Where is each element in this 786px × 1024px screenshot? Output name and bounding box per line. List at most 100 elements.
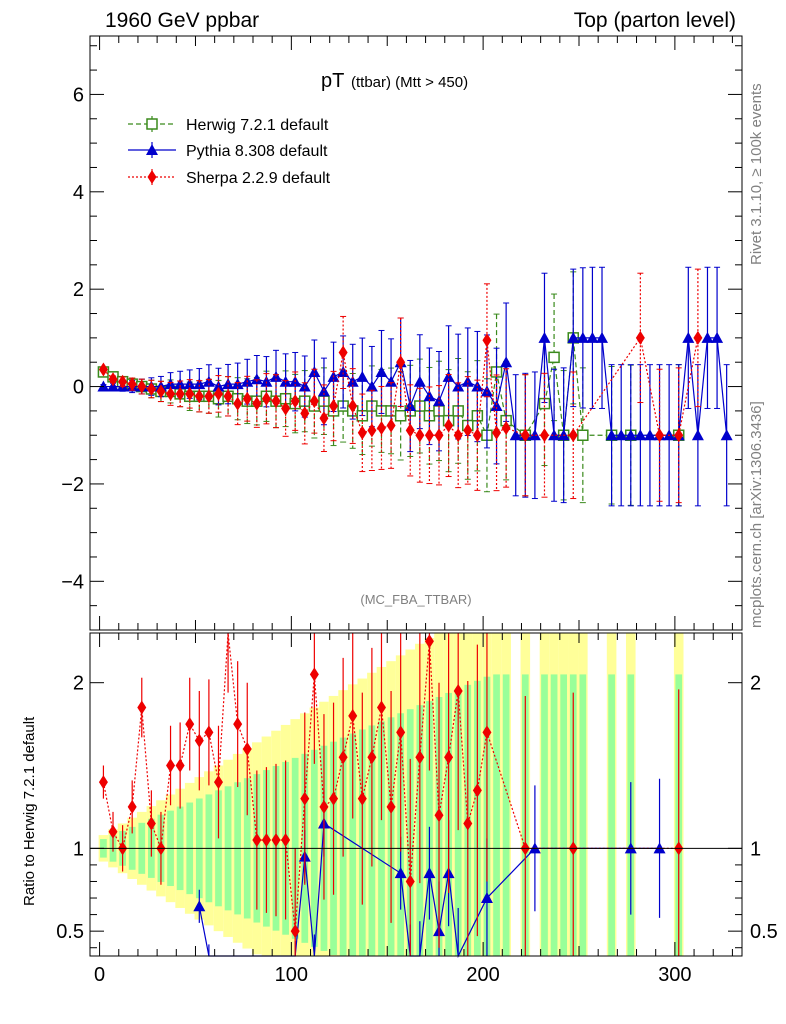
ratio-data-point	[482, 725, 492, 740]
ratio-data-point	[376, 700, 386, 715]
band-green	[493, 674, 500, 956]
ratio-xtick-label: 200	[466, 964, 499, 986]
data-point	[444, 418, 454, 433]
data-point	[185, 386, 195, 401]
main-ytick-label: 2	[73, 279, 84, 301]
ratio-data-point	[394, 867, 407, 879]
data-point	[308, 365, 321, 377]
ratio-data-point	[127, 799, 137, 814]
data-point	[250, 373, 263, 385]
data-point	[433, 395, 446, 407]
data-point	[674, 428, 684, 443]
data-point	[98, 362, 108, 377]
ratio-data-point	[290, 924, 300, 939]
data-point	[222, 378, 235, 390]
ratio-data-point	[137, 700, 147, 715]
mcplots-label: mcplots.cern.ch [arXiv:1306.3436]	[748, 401, 765, 628]
ratio-xtick-label: 100	[275, 964, 308, 986]
data-point	[242, 391, 252, 406]
ratio-xtick-label: 300	[658, 964, 691, 986]
ratio-data-point	[472, 783, 482, 798]
band-green	[579, 674, 587, 956]
data-point	[434, 428, 444, 443]
data-point	[298, 380, 311, 392]
data-point	[252, 396, 262, 411]
data-point	[452, 380, 465, 392]
ratio-ytick-label: 1	[73, 838, 84, 860]
ratio-data-point	[415, 750, 425, 765]
data-point	[501, 420, 511, 435]
data-point	[194, 389, 204, 404]
data-point	[300, 406, 310, 421]
band-green	[378, 721, 385, 956]
data-point	[337, 365, 350, 377]
ratio-data-point	[185, 717, 195, 732]
data-point	[260, 375, 273, 387]
data-point	[548, 429, 561, 441]
ratio-data-point	[338, 750, 348, 765]
ratio-ytick-label: 0.5	[56, 921, 84, 943]
watermark-analysis: (MC_FBA_TTBAR)	[360, 592, 471, 607]
ratio-data-point	[309, 667, 319, 682]
header-left: 1960 GeV ppbar	[105, 9, 259, 32]
ratio-data-point	[204, 725, 214, 740]
data-point	[365, 380, 378, 392]
data-point	[127, 377, 137, 392]
data-point	[472, 428, 482, 443]
rivet-version-label: Rivet 3.1.10, ≥ 100k events	[748, 83, 765, 265]
data-point	[490, 400, 503, 412]
data-point	[528, 429, 541, 441]
data-point	[509, 429, 522, 441]
data-point	[701, 331, 714, 343]
main-ytick-label: 0	[73, 377, 84, 399]
data-point	[156, 384, 166, 399]
data-point	[290, 394, 300, 409]
data-point	[212, 380, 225, 392]
data-point	[520, 428, 530, 443]
ratio-data-point	[405, 874, 415, 889]
data-point	[424, 428, 434, 443]
data-point	[338, 345, 348, 360]
data-point	[271, 394, 281, 409]
band-green	[349, 733, 357, 956]
data-point	[453, 428, 463, 443]
data-point	[348, 399, 358, 414]
ratio-data-point	[194, 733, 204, 748]
ratio-data-point	[300, 791, 310, 806]
data-point	[586, 331, 599, 343]
legend-marker	[147, 170, 157, 184]
data-point	[720, 429, 733, 441]
data-point	[576, 331, 589, 343]
data-point	[329, 399, 339, 414]
ratio-data-point	[261, 833, 271, 848]
ratio-data-point	[233, 717, 243, 732]
ratio-ylabel: Ratio to Herwig 7.2.1 default	[21, 716, 38, 906]
ratio-data-point	[213, 775, 223, 790]
data-point	[396, 355, 406, 370]
data-point	[539, 428, 549, 443]
plot-title-main: pT	[321, 70, 344, 92]
ratio-data-point	[166, 758, 176, 773]
data-point	[386, 418, 396, 433]
data-point	[615, 429, 628, 441]
ratio-data-point	[242, 741, 252, 756]
data-point	[108, 372, 118, 387]
legend-label: Sherpa 2.2.9 default	[186, 170, 331, 187]
data-point	[137, 379, 147, 394]
data-point	[174, 378, 187, 390]
data-point	[166, 386, 176, 401]
data-point	[394, 410, 407, 422]
ratio-data-point	[252, 833, 262, 848]
plot-title-sub: (ttbar) (Mtt > 450)	[351, 74, 468, 91]
data-point	[643, 429, 656, 441]
data-point	[193, 378, 206, 390]
main-frame	[89, 35, 743, 631]
ratio-ytick-label-right: 2	[750, 673, 761, 695]
data-point	[480, 385, 493, 397]
main-ytick-label: −2	[61, 474, 84, 496]
ratio-data-point	[98, 775, 108, 790]
header-right: Top (parton level)	[574, 9, 736, 32]
data-point	[367, 423, 377, 438]
data-point	[319, 411, 329, 426]
data-point	[356, 370, 369, 382]
